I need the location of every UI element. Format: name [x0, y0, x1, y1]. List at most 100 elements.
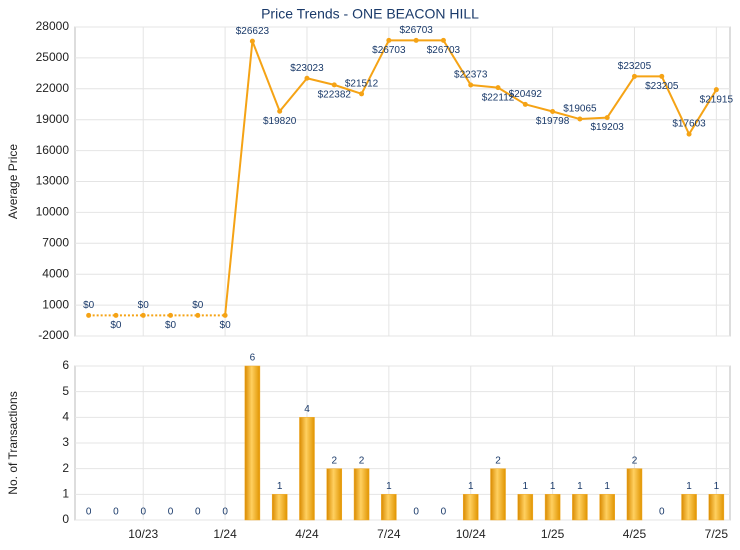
- bar: [244, 365, 261, 521]
- value-label: 1: [604, 481, 610, 492]
- line-segment: [278, 77, 308, 112]
- y-tick-label: 1: [62, 487, 69, 501]
- y-tick-label: 3: [62, 435, 69, 449]
- point: [249, 38, 255, 44]
- y-tick-label: 16000: [36, 143, 70, 157]
- value-label: $20492: [509, 89, 543, 100]
- value-label: 2: [632, 455, 638, 466]
- line-segment: [660, 75, 690, 135]
- bar: [490, 468, 506, 521]
- value-label: 0: [168, 507, 174, 518]
- bar: [353, 468, 370, 521]
- value-label: 0: [441, 507, 447, 518]
- bar: [708, 494, 725, 521]
- point: [113, 312, 119, 318]
- value-label: 0: [413, 507, 419, 518]
- y-tick-label: 7000: [42, 235, 69, 249]
- value-label: $17603: [672, 119, 706, 130]
- bar: [572, 494, 588, 521]
- y-axis-label: Average Price: [6, 144, 20, 219]
- chart-title: Price Trends - ONE BEACON HILL: [261, 6, 479, 22]
- value-label: 2: [331, 455, 337, 466]
- point: [468, 82, 474, 88]
- value-label: $0: [220, 320, 232, 331]
- y-tick-label: -2000: [38, 328, 69, 342]
- value-label: 1: [550, 481, 556, 492]
- value-label: $0: [165, 320, 177, 331]
- bar: [599, 494, 615, 521]
- value-label: $23023: [290, 63, 324, 74]
- y-tick-label: 10000: [36, 205, 70, 219]
- bar: [681, 494, 697, 521]
- line-segment: [606, 75, 636, 119]
- line-segment: [497, 86, 526, 106]
- value-label: 1: [686, 481, 692, 492]
- x-tick-label: 10/23: [128, 527, 158, 541]
- y-tick-label: 28000: [36, 19, 70, 33]
- point: [659, 73, 665, 79]
- value-label: $26703: [427, 45, 461, 56]
- y-tick-label: 0: [62, 512, 69, 526]
- value-label: 1: [386, 481, 392, 492]
- point: [86, 312, 92, 318]
- y-tick-label: 1000: [42, 297, 69, 311]
- point: [386, 37, 392, 43]
- point: [440, 37, 446, 43]
- point: [195, 312, 201, 318]
- line-segment: [306, 77, 335, 86]
- y-axis-label: No. of Transactions: [6, 391, 20, 494]
- x-tick-label: 7/25: [705, 527, 729, 541]
- line-segment: [525, 103, 553, 113]
- value-label: $26623: [236, 26, 270, 37]
- value-label: $22373: [454, 70, 488, 81]
- bar: [326, 468, 343, 521]
- bar: [462, 494, 479, 521]
- y-tick-label: 5: [62, 384, 69, 398]
- value-label: $22112: [482, 92, 515, 103]
- value-label: 1: [468, 481, 474, 492]
- line-segment: [251, 40, 281, 112]
- value-label: 0: [86, 507, 92, 518]
- line-segment: [442, 39, 472, 86]
- y-tick-label: 6: [62, 358, 69, 372]
- bar: [544, 494, 561, 521]
- value-label: $21512: [345, 78, 379, 89]
- value-label: 0: [659, 507, 665, 518]
- value-label: $21915: [700, 94, 734, 105]
- line-segment: [470, 83, 499, 89]
- y-tick-label: 22000: [36, 81, 70, 95]
- point: [686, 131, 692, 137]
- value-label: 1: [277, 481, 283, 492]
- value-label: 6: [250, 353, 256, 364]
- line-segment: [688, 89, 718, 135]
- value-label: $19820: [263, 116, 297, 127]
- point: [331, 82, 337, 88]
- bar: [271, 494, 288, 521]
- y-tick-label: 13000: [36, 174, 70, 188]
- value-label: $22382: [318, 90, 352, 101]
- bar: [626, 468, 643, 521]
- value-label: $19203: [591, 122, 625, 133]
- bar: [299, 417, 315, 521]
- value-label: 0: [222, 507, 228, 518]
- line-segment: [552, 110, 581, 120]
- value-label: 0: [140, 507, 146, 518]
- bar: [381, 494, 397, 521]
- x-tick-label: 4/24: [295, 527, 319, 541]
- value-label: $0: [110, 320, 122, 331]
- point: [304, 75, 310, 81]
- point: [222, 312, 228, 318]
- point: [359, 91, 365, 97]
- x-tick-label: 10/24: [456, 527, 486, 541]
- point: [168, 312, 174, 318]
- value-label: $23205: [618, 61, 652, 72]
- value-label: $23205: [645, 81, 679, 92]
- y-tick-label: 19000: [36, 112, 70, 126]
- y-tick-label: 2: [62, 461, 69, 475]
- value-label: 1: [714, 481, 720, 492]
- x-tick-label: 1/24: [213, 527, 237, 541]
- x-tick-label: 7/24: [377, 527, 401, 541]
- point: [713, 87, 719, 93]
- point: [495, 85, 501, 91]
